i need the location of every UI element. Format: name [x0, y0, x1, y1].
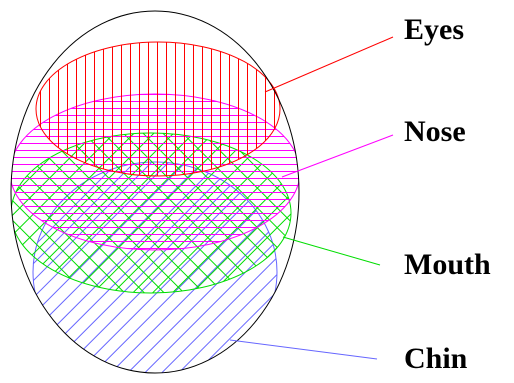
eyes-leader-line: [264, 36, 394, 93]
chin-label: Chin: [404, 342, 468, 375]
eyes-region: [35, 41, 281, 177]
chin-leader-line: [229, 339, 378, 360]
mouth-label: Mouth: [404, 248, 491, 281]
mouth-leader-line: [282, 236, 381, 266]
nose-leader-line: [281, 134, 394, 178]
head-outline: [10, 10, 300, 374]
eyes-label: Eyes: [404, 13, 464, 46]
nose-label: Nose: [404, 115, 466, 148]
